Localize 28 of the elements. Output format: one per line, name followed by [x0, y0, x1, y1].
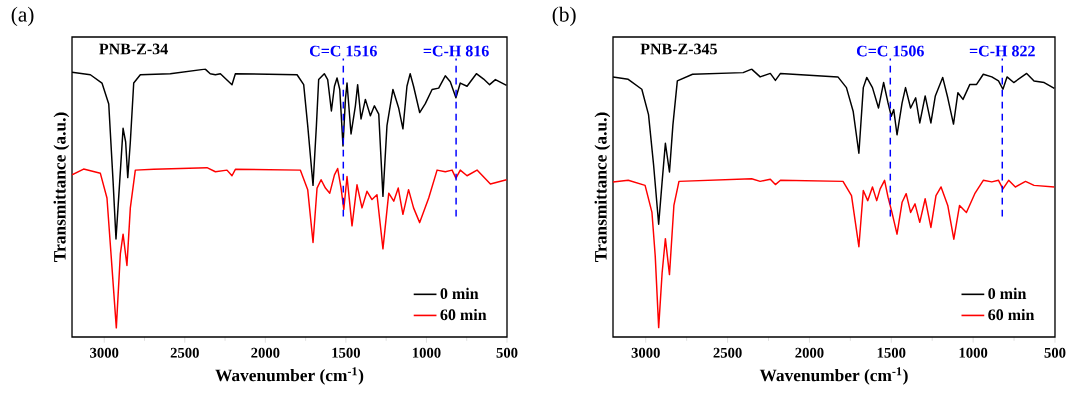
- ref-line-label: C=C 1516: [309, 45, 377, 57]
- text: PNB-Z-34: [99, 43, 168, 55]
- text: PNB-Z-345: [640, 43, 717, 55]
- x-tick-label: 1500: [877, 347, 906, 358]
- legend-label: 0 min: [988, 287, 1027, 300]
- x-tick-label: 1500: [332, 347, 360, 358]
- ref-line-label: =C-H 822: [969, 45, 1035, 57]
- x-tick-label: 2500: [713, 347, 742, 358]
- x-tick-label: 2000: [795, 347, 824, 358]
- ref-line-label: C=C 1506: [856, 45, 924, 57]
- x-tick-label: 2000: [251, 347, 280, 358]
- legend-label: 60 min: [440, 308, 487, 321]
- legend-label: 60 min: [988, 308, 1035, 321]
- y-axis-title: Transmittance (a.u.): [594, 112, 611, 262]
- x-axis-title: Wavenumber (cm$^{-1}$): [215, 367, 364, 385]
- x-tick-label: 500: [1044, 347, 1066, 358]
- ref-line-label: =C-H 816: [423, 45, 489, 57]
- x-tick-label: 3000: [631, 347, 660, 358]
- y-axis-title: Transmittance (a.u.): [53, 112, 70, 262]
- chart-title: (a): [11, 6, 34, 27]
- x-tick-label: 500: [496, 347, 518, 358]
- legend-label: 0 min: [440, 287, 479, 300]
- x-tick-label: 2500: [170, 347, 199, 358]
- x-tick-label: 1000: [959, 347, 988, 358]
- x-tick-label: 1000: [412, 347, 441, 358]
- x-tick-label: 3000: [90, 347, 119, 358]
- x-axis-title: Wavenumber (cm$^{-1}$): [759, 367, 908, 385]
- chart-title: (b): [552, 6, 576, 27]
